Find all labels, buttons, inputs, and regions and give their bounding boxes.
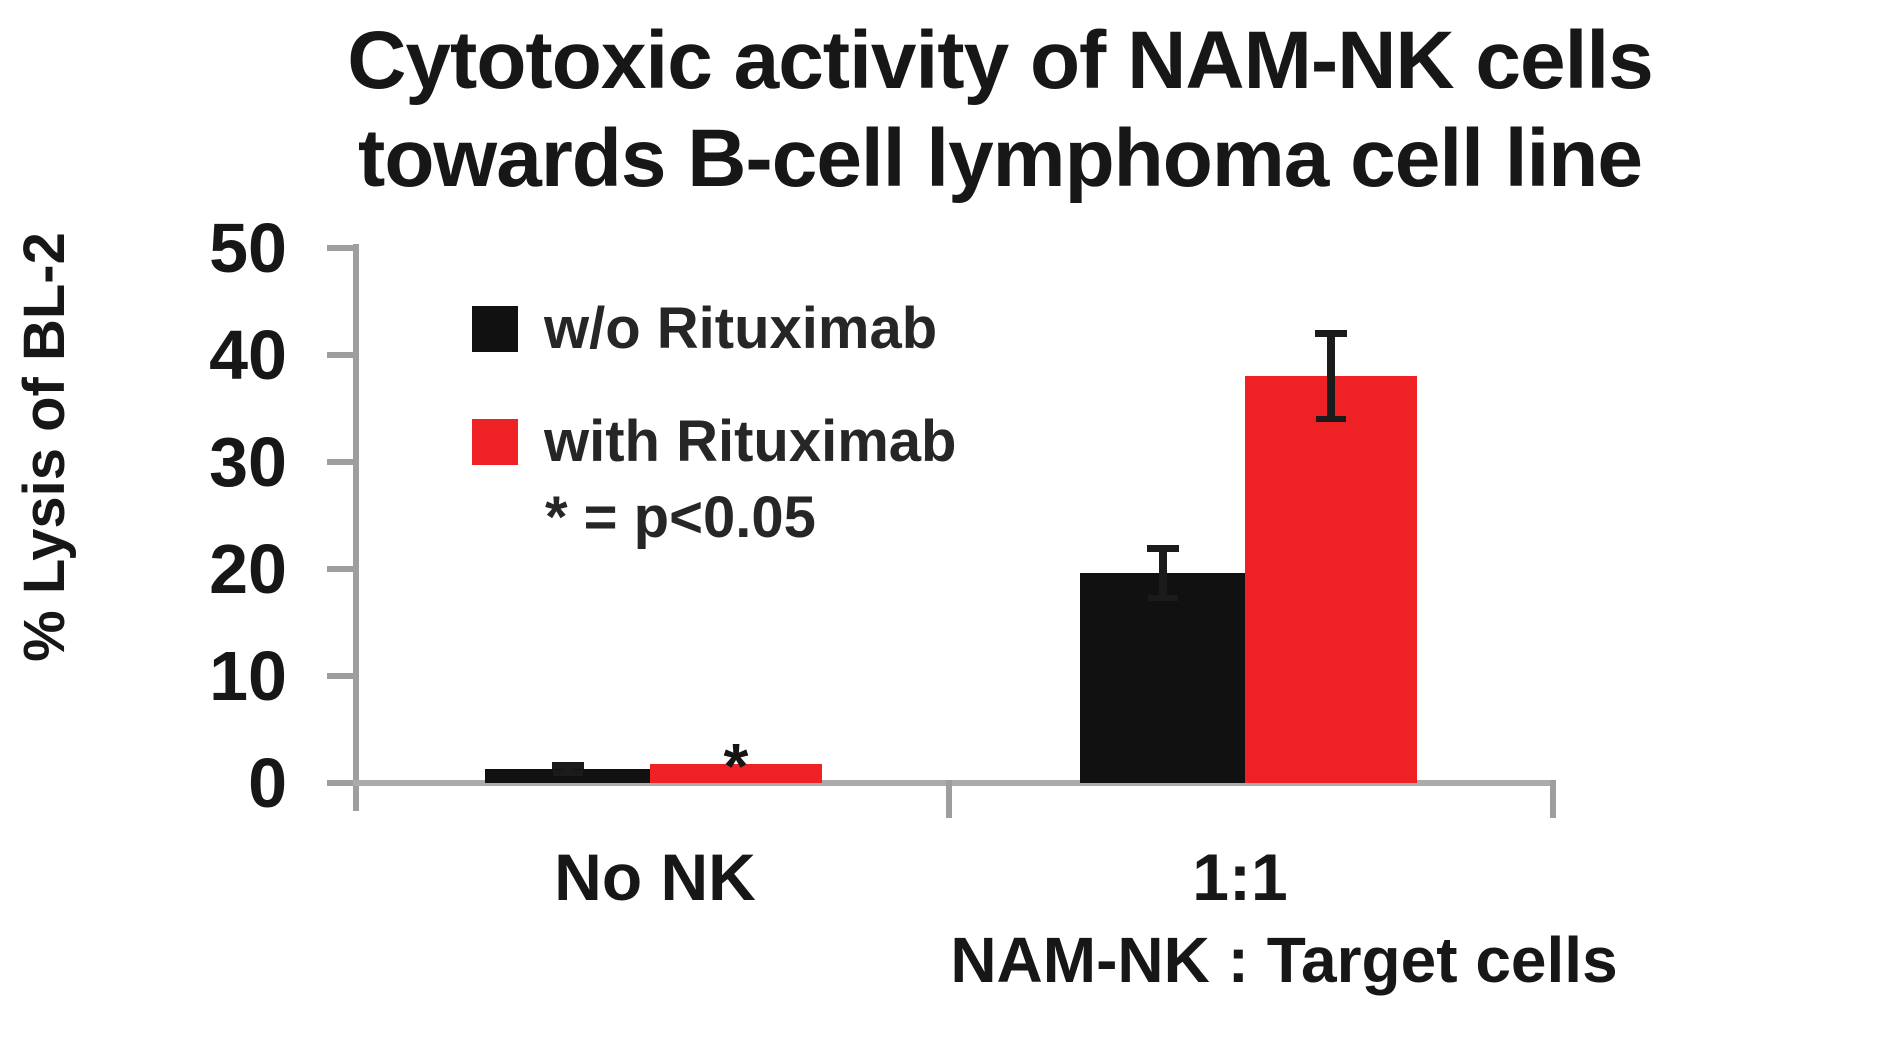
- error-bar-cap: [1315, 330, 1347, 337]
- chart-title-line1: Cytotoxic activity of NAM-NK cells: [347, 15, 1654, 106]
- bar-no-nk-w-o-rituximab: [485, 769, 650, 783]
- error-bar-cap: [1316, 416, 1346, 422]
- bar-no-nk-with-rituximab: [650, 764, 822, 783]
- y-axis-tick: [327, 352, 353, 358]
- significance-asterisk: *: [723, 729, 749, 802]
- y-axis-tick-label: 50: [209, 209, 287, 287]
- legend-label-w-o-rituximab: w/o Rituximab: [544, 296, 938, 361]
- y-axis-tick: [327, 459, 353, 465]
- y-axis-tick-label: 20: [209, 530, 287, 608]
- x-axis-tick: [1550, 780, 1556, 818]
- legend-significance-note: * = p<0.05: [545, 485, 816, 550]
- legend-swatch-w-o-rituximab: [472, 306, 518, 352]
- chart-title: Cytotoxic activity of NAM-NK cells towar…: [150, 12, 1850, 208]
- y-axis-tick: [327, 780, 353, 786]
- bar-1-1-with-rituximab: [1245, 376, 1417, 783]
- y-axis-tick-label: 0: [248, 744, 287, 822]
- error-bar-cap: [1146, 545, 1179, 552]
- y-axis-tick: [327, 566, 353, 572]
- legend-swatch-with-rituximab: [472, 419, 518, 465]
- legend-label-with-rituximab: with Rituximab: [544, 409, 957, 474]
- y-axis-tick-label: 10: [209, 637, 287, 715]
- error-bar-stem: [1327, 333, 1335, 419]
- bar-1-1-w-o-rituximab: [1080, 573, 1245, 783]
- y-axis-tick-label: 40: [209, 316, 287, 394]
- error-bar-stem: [1158, 548, 1167, 598]
- y-axis-tick-label: 30: [209, 423, 287, 501]
- x-category-label-no-nk: No NK: [554, 840, 756, 914]
- y-axis-tick: [327, 245, 353, 251]
- chart-title-line2: towards B-cell lymphoma cell line: [358, 113, 1643, 204]
- x-category-label-1-1: 1:1: [1192, 840, 1288, 914]
- error-bar-cap: [552, 770, 583, 776]
- x-axis-tick: [946, 780, 952, 818]
- y-axis-line: [353, 244, 359, 811]
- x-axis-title: NAM-NK : Target cells: [950, 924, 1618, 996]
- y-axis-title: % Lysis of BL-2: [12, 232, 77, 662]
- error-bar-stem: [563, 765, 572, 773]
- x-axis-line: [327, 780, 1556, 786]
- error-bar-cap: [1147, 595, 1178, 601]
- y-axis-tick: [327, 673, 353, 679]
- error-bar-cap: [551, 762, 584, 769]
